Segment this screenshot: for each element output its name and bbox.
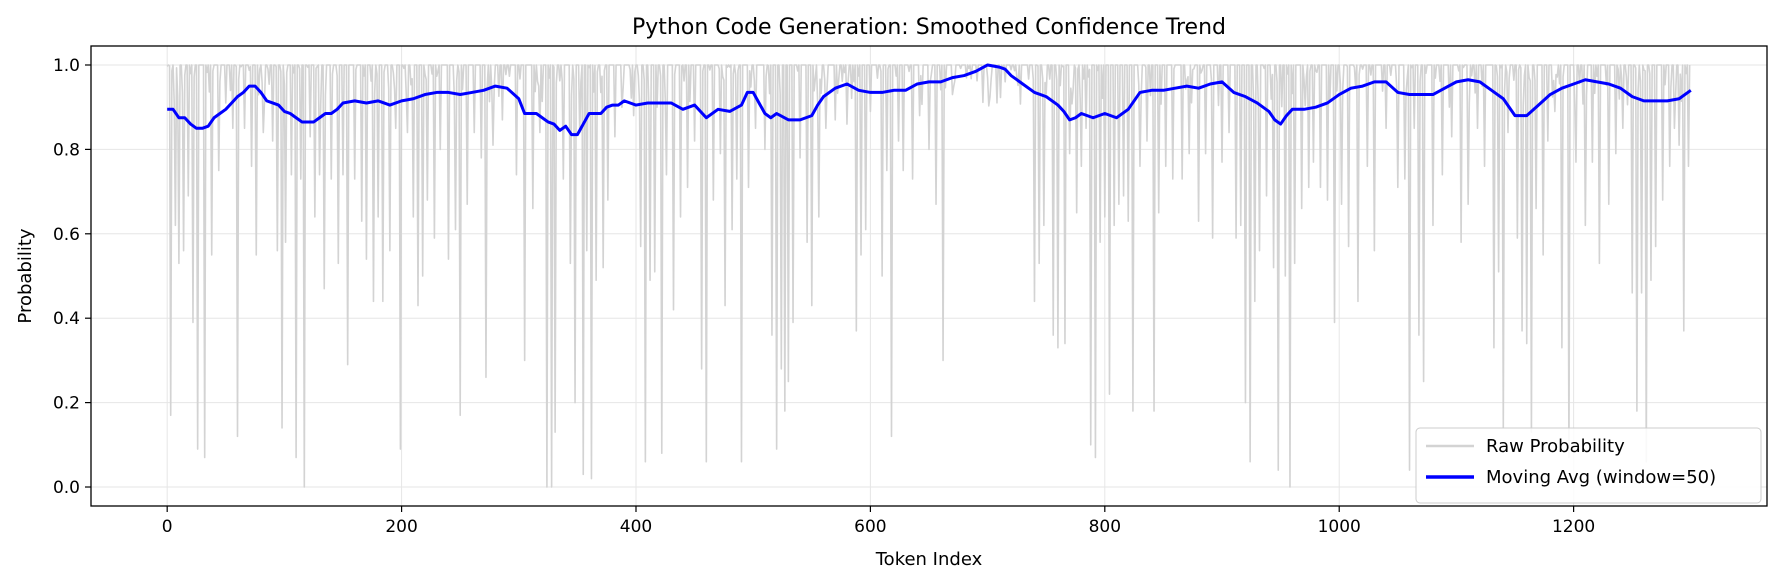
x-tick-label: 1200 xyxy=(1552,517,1595,537)
moving-average-line xyxy=(167,63,1692,137)
y-tick-label: 0.2 xyxy=(53,394,80,414)
x-tick-label: 800 xyxy=(1089,517,1121,537)
x-axis-label: Token Index xyxy=(875,549,983,570)
raw-probability-line xyxy=(166,64,1691,488)
y-tick-label: 0.4 xyxy=(53,309,80,329)
plot-frame xyxy=(90,45,1768,507)
legend-label-avg: Moving Avg (window=50) xyxy=(1486,467,1716,488)
y-tick-label: 0.0 xyxy=(53,478,80,498)
chart-title: Python Code Generation: Smoothed Confide… xyxy=(632,15,1226,40)
y-tick-label: 1.0 xyxy=(53,56,80,76)
y-axis-label: Probability xyxy=(15,228,36,323)
x-tick-label: 0 xyxy=(162,517,173,537)
x-tick-label: 200 xyxy=(385,517,417,537)
y-tick-label: 0.8 xyxy=(53,140,80,160)
axis-ticks: 0 200 400 600 800 1000 1200 0.0 0.2 0.4 0.6 0.8 1.0 xyxy=(53,56,1595,537)
y-tick-label: 0.6 xyxy=(53,225,80,245)
legend-box xyxy=(1415,427,1762,504)
legend: Raw Probability Moving Avg (window=50) xyxy=(1415,427,1762,504)
series-raw-probability xyxy=(166,64,1691,488)
series-moving-average xyxy=(167,63,1692,137)
legend-label-raw: Raw Probability xyxy=(1486,436,1625,457)
x-tick-label: 400 xyxy=(620,517,652,537)
grid-lines xyxy=(91,46,1767,506)
x-tick-label: 1000 xyxy=(1318,517,1361,537)
x-tick-label: 600 xyxy=(854,517,886,537)
